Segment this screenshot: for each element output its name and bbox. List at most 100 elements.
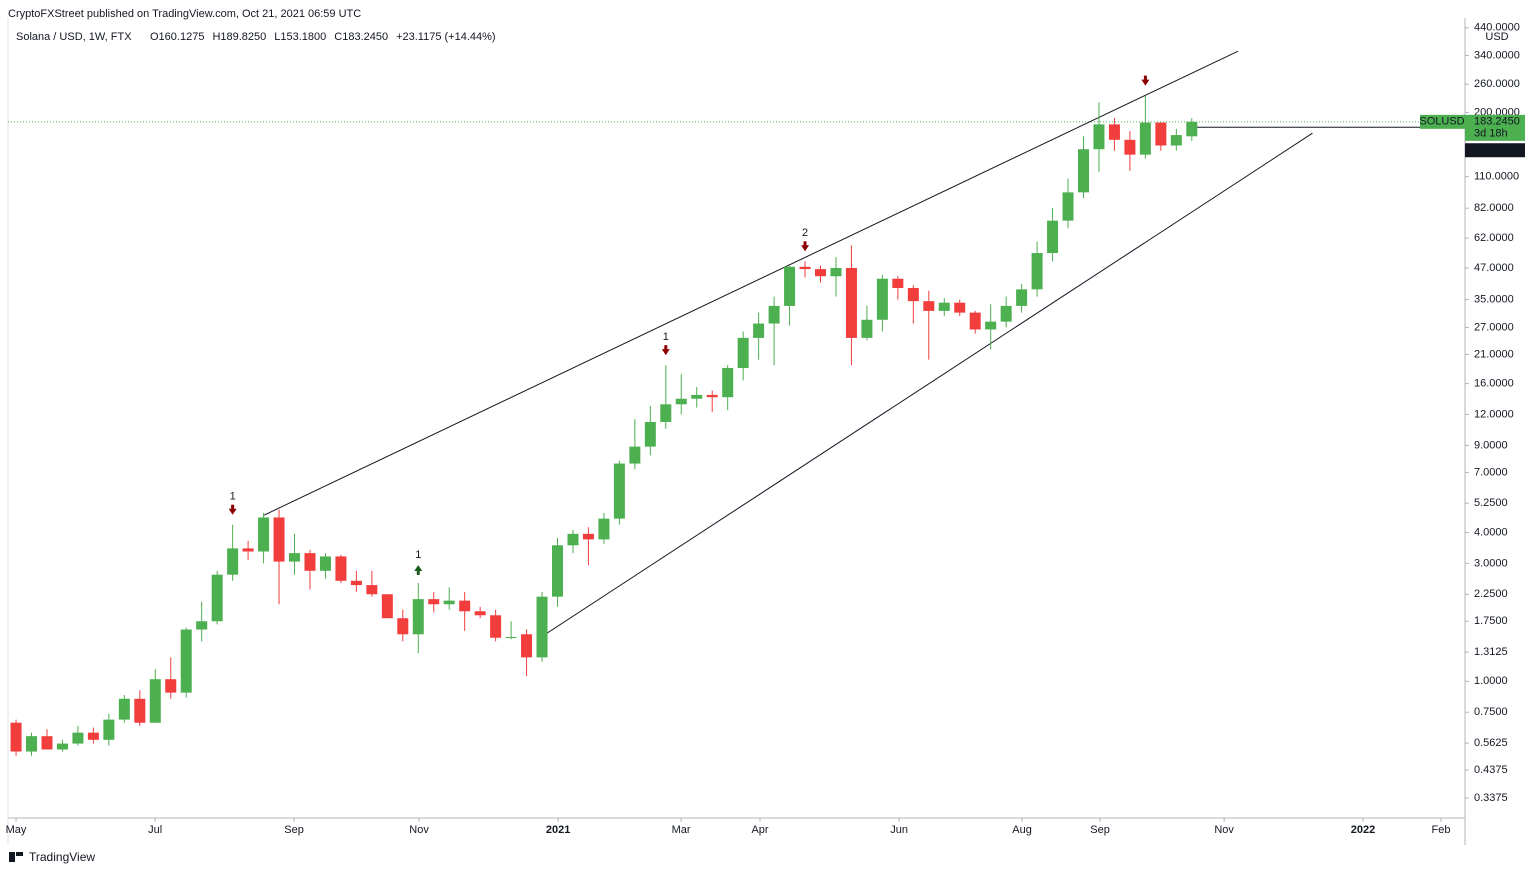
y-tick-label: 2.2500 [1474, 588, 1508, 600]
candle-body [41, 736, 53, 750]
y-tick-label: 1.0000 [1474, 675, 1508, 687]
candle-body [567, 533, 579, 546]
symbol-tag: SOLUSD [1419, 116, 1464, 128]
y-tick-label: 9.0000 [1474, 439, 1508, 451]
marker-arrow [661, 349, 670, 356]
candle-body [319, 556, 331, 571]
x-tick-label: Apr [751, 824, 768, 836]
currency: USD [1485, 31, 1508, 43]
y-tick-label: 21.0000 [1474, 348, 1514, 360]
marker-label: 1 [663, 331, 669, 343]
candle-body [412, 599, 424, 635]
legend-value: O160.1275 [150, 31, 204, 43]
candle-body [1078, 149, 1090, 193]
candle-body [861, 319, 873, 338]
y-tick-label: 4.0000 [1474, 526, 1508, 538]
hline-label: 174.2750 [1474, 144, 1520, 156]
y-tick-label: 260.0000 [1474, 78, 1520, 90]
chart-title: Solana / USD, 1W, FTX [16, 31, 132, 43]
candle-body [180, 629, 192, 693]
candle-body [753, 323, 765, 338]
y-tick-label: 0.7500 [1474, 706, 1508, 718]
x-tick-label: May [6, 824, 27, 836]
candle-body [954, 302, 966, 313]
y-tick-label: 5.2500 [1474, 497, 1508, 509]
y-tick-label: 62.0000 [1474, 232, 1514, 244]
last-price-label: 183.2450 [1474, 116, 1520, 128]
legend-value: H189.8250 [212, 31, 266, 43]
candle-body [118, 698, 130, 720]
candle-body [289, 553, 301, 562]
candle-body [521, 634, 533, 658]
candle-body [768, 305, 780, 324]
countdown: 3d 18h [1474, 128, 1508, 140]
candle-body [381, 594, 393, 619]
brand-name: TradingView [29, 850, 95, 864]
y-tick-label: 0.4375 [1474, 764, 1508, 776]
y-tick-label: 3.0000 [1474, 557, 1508, 569]
candle-body [443, 600, 455, 605]
candle-body [845, 267, 857, 338]
y-tick-label: 12.0000 [1474, 408, 1514, 420]
y-tick-label: 35.0000 [1474, 293, 1514, 305]
candle-body [691, 394, 703, 399]
candle-body [196, 621, 208, 630]
legend-value: L153.1800 [274, 31, 326, 43]
y-tick-label: 0.5625 [1474, 737, 1508, 749]
candle-body [876, 278, 888, 320]
candle-body [242, 548, 254, 552]
candle-body [629, 446, 641, 464]
candle-body [892, 278, 904, 288]
candle-body [660, 404, 672, 422]
candle-body [258, 517, 270, 552]
candle-body [10, 722, 22, 752]
marker-arrow-stem [416, 569, 420, 575]
candle-body [397, 618, 409, 635]
y-tick-label: 7.0000 [1474, 466, 1508, 478]
y-tick-label: 82.0000 [1474, 202, 1514, 214]
symbol-tag-bg [1420, 114, 1465, 129]
y-tick-label: 0.3375 [1474, 792, 1508, 804]
marker-label: 1 [230, 491, 236, 503]
logo [16, 852, 23, 856]
legend-value: C183.2450 [334, 31, 388, 43]
candle-body [1108, 124, 1120, 140]
y-tick-label: 1.3125 [1474, 646, 1508, 658]
candle-body [459, 600, 471, 612]
candle-body [582, 533, 594, 540]
candle-body [211, 574, 223, 622]
candle-body [830, 267, 842, 277]
candle-body [366, 585, 378, 595]
y-tick-label: 27.0000 [1474, 321, 1514, 333]
candle-body [536, 596, 548, 658]
marker-label: 1 [415, 549, 421, 561]
trend-line [263, 50, 1239, 516]
candle-body [923, 301, 935, 311]
candle-body [1155, 122, 1167, 146]
candle-body [505, 637, 517, 639]
candle-body [598, 518, 610, 540]
marker-arrow [1141, 79, 1150, 86]
marker-arrow [414, 564, 423, 571]
candle-body [1186, 121, 1198, 137]
marker-arrow-stem [664, 345, 668, 351]
candle-body [1093, 124, 1105, 150]
y-tick-label: 47.0000 [1474, 262, 1514, 274]
candle-body [87, 732, 99, 740]
candle-body [969, 312, 981, 330]
x-tick-label: Mar [672, 824, 691, 836]
hline-label-bg [1465, 143, 1525, 158]
candle-body [103, 719, 115, 740]
marker-arrow [228, 508, 237, 515]
x-tick-label: 2022 [1351, 824, 1375, 836]
marker-label: 2 [802, 227, 808, 239]
candle-body [815, 269, 827, 277]
candle-body [134, 698, 146, 723]
x-tick-label: 2021 [546, 824, 570, 836]
candle-body [907, 287, 919, 302]
marker-arrow-stem [803, 241, 807, 247]
candle-body [1170, 135, 1182, 146]
candle-body [335, 556, 347, 581]
